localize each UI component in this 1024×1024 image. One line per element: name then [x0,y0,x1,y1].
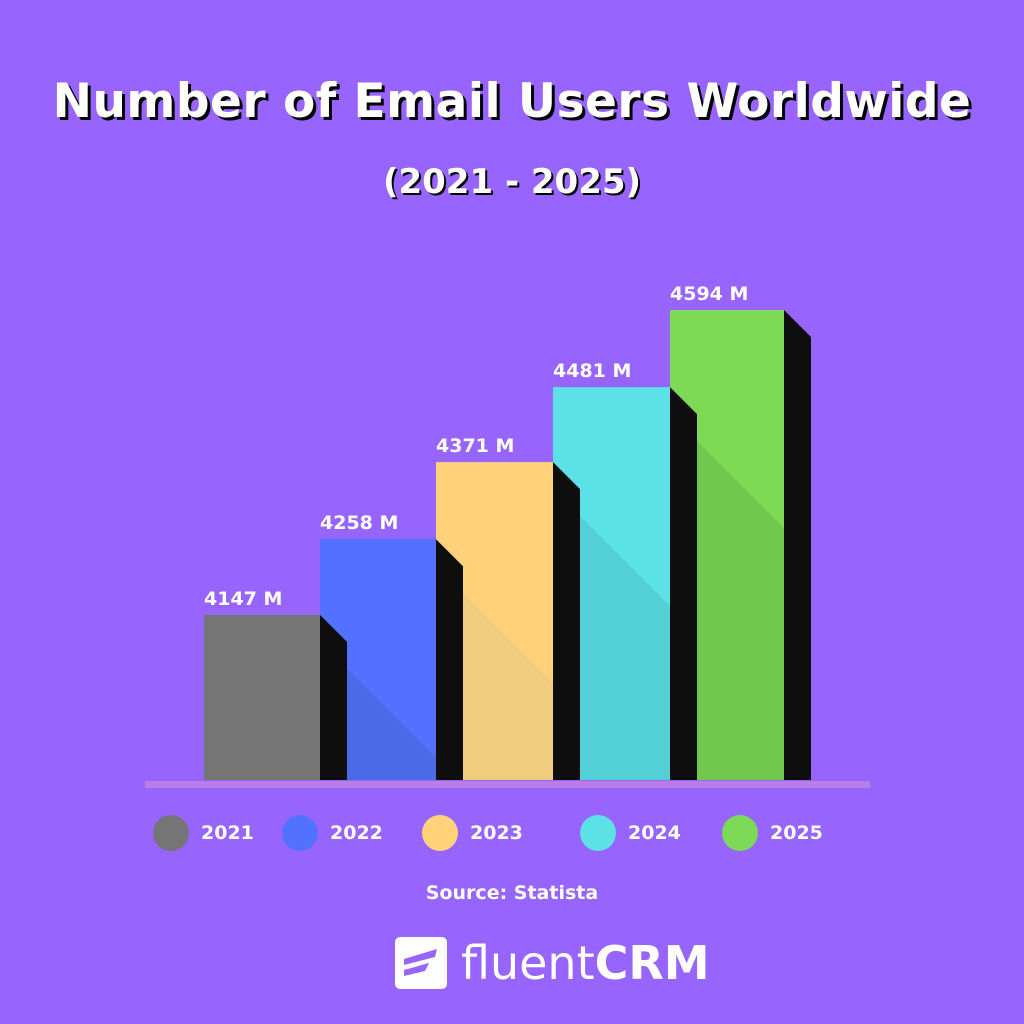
legend-label: 2022 [330,822,383,844]
bar-shadow-2025 [670,414,784,780]
bar-shadow-2024 [553,489,670,780]
baseline [145,781,870,788]
legend-swatch [422,815,458,851]
chart-title: Number of Email Users Worldwide [52,74,972,129]
bar-side-2024 [670,387,697,780]
legend-label: 2025 [770,822,823,844]
source-note: Source: Statista [425,882,599,904]
data-label: 4594 M [670,283,748,305]
legend-label: 2023 [470,822,523,844]
fluentcrm-logo: fluentCRM [395,937,710,989]
data-label: 4258 M [320,512,398,534]
legend-item-2025: 2025 [722,815,823,851]
data-label: 4481 M [553,360,631,382]
legend-label: 2024 [628,822,681,844]
bar-side-2021 [320,614,347,780]
legend-label: 2021 [201,822,254,844]
legend-item-2023: 2023 [422,815,523,851]
legend-swatch [282,815,318,851]
bar-shadow-2023 [436,566,553,780]
data-label: 4147 M [204,588,282,610]
bar-side-2022 [436,539,463,780]
data-label: 4371 M [436,435,514,457]
legend-swatch [722,815,758,851]
bar-side-2023 [553,462,580,780]
legend-swatch [153,815,189,851]
chart-subtitle: (2021 - 2025) [382,162,642,202]
legend-item-2021: 2021 [153,815,254,851]
logo-text-crm: CRM [594,936,710,990]
bar-2021 [204,614,320,780]
legend-item-2022: 2022 [282,815,383,851]
bar-side-2025 [784,310,811,780]
legend-swatch [580,815,616,851]
legend-item-2024: 2024 [580,815,681,851]
bar-shadow-2022 [320,641,436,780]
logo-text-fluent: fluent [461,936,595,990]
logo-mark-icon [395,937,447,989]
